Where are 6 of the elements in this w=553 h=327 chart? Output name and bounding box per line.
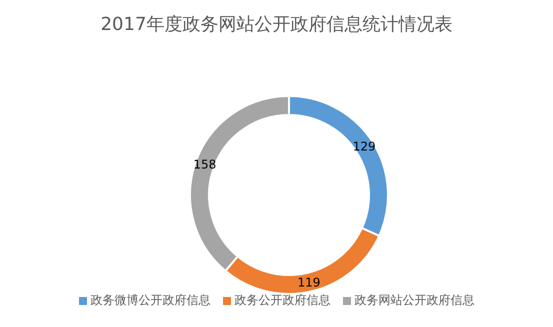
legend-label: 政务网站公开政府信息 (354, 292, 474, 309)
legend-label: 政务微博公开政府信息 (90, 292, 210, 309)
legend-label: 政务公开政府信息 (234, 292, 330, 309)
data-label: 158 (193, 157, 216, 172)
chart-title: 2017年度政务网站公开政府信息统计情况表 (100, 13, 454, 36)
data-label: 119 (297, 275, 320, 290)
